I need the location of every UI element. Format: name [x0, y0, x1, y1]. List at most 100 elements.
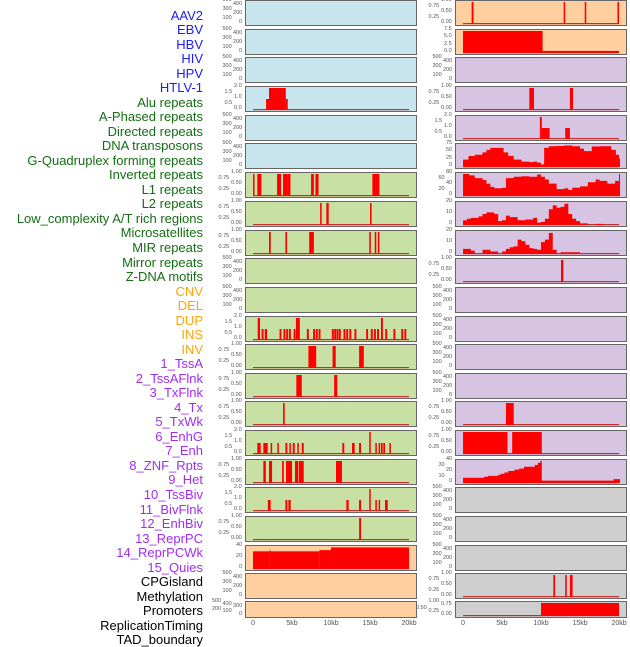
y-tick-label: 1.0	[444, 123, 452, 129]
y-tick-label: 0.25	[218, 185, 230, 192]
track-label: 12_EnhBiv	[140, 516, 203, 532]
y-tick-label: 20	[438, 185, 445, 192]
bar	[267, 500, 271, 511]
bar	[286, 461, 293, 483]
y-tick-label: 300	[432, 550, 442, 557]
y-tick-label: 2.0	[234, 427, 242, 433]
y-tick-label: 500	[212, 598, 222, 604]
y-tick-label: 100	[222, 587, 232, 594]
baseline	[253, 453, 410, 455]
y-tick-label: 1.00	[441, 0, 452, 3]
track-label: 9_Het	[168, 472, 203, 488]
bar	[389, 443, 391, 454]
y-tick-label: 0.0	[234, 449, 242, 455]
bar	[306, 329, 309, 340]
track-label: 5_TxWk	[155, 414, 203, 430]
bar	[383, 443, 386, 454]
y-tick-label: 0.0	[234, 335, 242, 341]
y-tick-label: 500	[222, 0, 232, 3]
y-tick-label: 100	[222, 608, 232, 615]
bar	[283, 329, 286, 340]
bar	[569, 88, 574, 110]
y-tick-label: 0.5	[224, 443, 233, 450]
bar	[295, 318, 300, 340]
bar	[372, 174, 380, 196]
track-panel-left	[245, 143, 417, 169]
bar	[380, 443, 383, 454]
y-tick-label: 100	[432, 358, 442, 365]
track-panel-left	[245, 545, 417, 571]
bar	[366, 329, 369, 340]
y-tick-label: 20	[236, 553, 243, 559]
bar	[285, 500, 288, 511]
y-tick-label: 0	[449, 478, 453, 484]
y-tick-label: 200	[443, 67, 453, 74]
y-tick-label: 100	[432, 71, 442, 78]
y-tick-label: 2.0	[234, 313, 242, 319]
track-panel-right	[455, 401, 627, 427]
y-tick-label: 2.0	[234, 484, 242, 490]
bar	[354, 329, 357, 340]
y-tick-label: 0.25	[218, 386, 230, 393]
track-label: Microsatellites	[120, 225, 203, 241]
y-tick-label: 100	[432, 330, 442, 337]
baseline	[463, 23, 620, 25]
y-tick-label: 1.00	[231, 169, 242, 175]
bar	[373, 329, 376, 340]
y-tick-label: 200	[443, 555, 453, 562]
y-tick-label: 0.50	[231, 409, 242, 415]
y-tick-label: 1.00	[231, 370, 242, 376]
track-label: 10_TssBiv	[143, 486, 203, 502]
y-tick-label: 200	[443, 326, 453, 333]
baseline	[253, 224, 410, 226]
y-tick-label: 7.5	[444, 26, 452, 32]
y-tick-label: 200	[233, 39, 243, 46]
y-tick-label: 0	[239, 19, 243, 25]
y-tick-label: 0	[239, 564, 243, 570]
y-tick-label: 0.00	[231, 535, 242, 541]
y-tick-label: 0.25	[218, 472, 230, 479]
track-panel-right	[455, 545, 627, 571]
y-tick-label: 0.00	[231, 392, 242, 398]
y-tick-label: 0.75	[218, 174, 230, 181]
bar	[270, 551, 320, 569]
y-tick-label: 500	[432, 370, 442, 376]
bar	[293, 329, 296, 340]
y-tick-label: 0.25	[428, 271, 440, 278]
y-tick-label: 1.0	[234, 324, 242, 330]
track-panel-right	[455, 0, 627, 26]
y-tick-label: 40	[236, 542, 243, 548]
y-tick-label: 500	[222, 54, 232, 60]
bar	[352, 443, 355, 454]
y-tick-label: 50	[446, 147, 453, 154]
y-tick-label: 1.5	[224, 88, 233, 95]
y-tick-label: 100	[432, 559, 442, 566]
x-tick-label: 5kb	[496, 620, 508, 627]
y-tick-label: 500	[432, 284, 442, 290]
y-tick-label: 300	[222, 62, 232, 69]
y-tick-label: 10	[438, 472, 445, 479]
y-tick-label: 0.0	[234, 506, 242, 512]
x-tick-label: 5kb	[286, 620, 298, 627]
bar	[288, 329, 291, 340]
bar	[289, 443, 291, 454]
y-tick-label: 0.50	[441, 266, 452, 272]
track-panel-right	[455, 201, 627, 227]
y-tick-label: 0.50	[231, 524, 242, 530]
y-tick-label: 1.00	[231, 456, 242, 462]
bar	[401, 329, 404, 340]
bar	[359, 500, 362, 511]
baseline	[253, 482, 410, 484]
y-tick-label: 200	[443, 526, 453, 533]
x-tick-label: 20kb	[611, 620, 627, 627]
track-label: Directed repeats	[107, 123, 203, 139]
track-label: G-Quadruplex forming repeats	[27, 152, 203, 168]
y-tick-label: 0	[449, 191, 453, 197]
track-label: L1 repeats	[141, 181, 203, 197]
y-tick-label: 400	[233, 1, 243, 8]
y-tick-label: 500	[432, 484, 442, 490]
track-label: MIR repeats	[132, 239, 203, 255]
y-tick-label: 500	[432, 341, 442, 347]
y-tick-label: 100	[432, 530, 442, 537]
bar	[285, 232, 288, 254]
